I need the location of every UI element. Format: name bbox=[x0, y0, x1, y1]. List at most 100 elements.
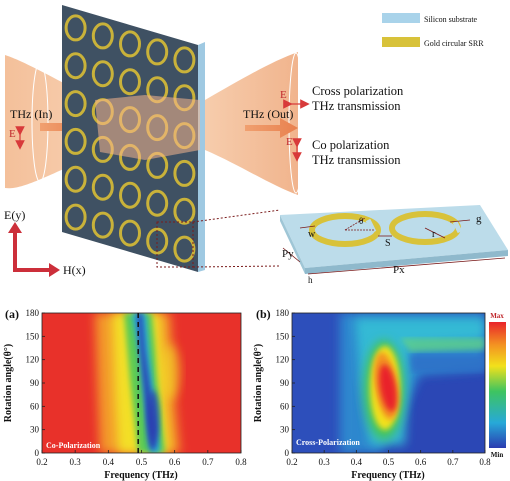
x-tick-label: 0.7 bbox=[447, 457, 459, 467]
x-tick-label: 0.6 bbox=[169, 457, 181, 467]
srr-ring bbox=[64, 52, 87, 80]
x-tick-label: 0.4 bbox=[103, 457, 115, 467]
srr-ring bbox=[119, 68, 141, 96]
label-S: S bbox=[385, 238, 391, 249]
colorbar-min-label: Min bbox=[491, 451, 504, 459]
x-tick-label: 0.3 bbox=[319, 457, 331, 467]
y-tick-label: 120 bbox=[276, 355, 290, 365]
x-tick-label: 0.2 bbox=[286, 457, 297, 467]
chart-b-xlabel: Frequency (THz) bbox=[351, 470, 424, 481]
y-tick-label: 30 bbox=[280, 425, 290, 435]
outgoing-beam bbox=[205, 52, 298, 195]
x-tick-label: 0.8 bbox=[235, 457, 247, 467]
legend-swatch-silicon bbox=[382, 13, 420, 23]
outgoing-arrow bbox=[245, 118, 298, 138]
srr-ring bbox=[64, 165, 87, 193]
srr-ring-left bbox=[309, 213, 381, 247]
chart-b: (b) 0.2 0.3 0.4 0.5 0.6 0.7 0.8 0 30 60 90 120 150 18… bbox=[253, 307, 506, 481]
y-tick-label: 60 bbox=[280, 401, 290, 411]
label-theta: θ bbox=[359, 216, 363, 226]
y-tick-label: 0 bbox=[285, 448, 290, 458]
chart-a-panel-label: (a) bbox=[5, 307, 19, 321]
x-tick-label: 0.8 bbox=[479, 457, 491, 467]
chart-a-annotation: Co-Polarization bbox=[46, 441, 101, 450]
srr-ring bbox=[91, 211, 114, 239]
y-tick-label: 90 bbox=[280, 378, 290, 388]
y-tick-label: 180 bbox=[26, 308, 40, 318]
legend-swatch-gold bbox=[382, 37, 420, 47]
srr-ring bbox=[64, 203, 87, 231]
thz-out-label: THz (Out) bbox=[243, 107, 293, 121]
colorbar bbox=[489, 322, 506, 448]
srr-ring bbox=[173, 235, 196, 263]
chart-a: (a) 0.2 0.3 0.4 0.5 0.6 0.7 0.8 0 30 60 90 120 150 18… bbox=[3, 307, 247, 481]
axis-e-y-label: E(y) bbox=[4, 208, 25, 222]
srr-ring bbox=[146, 189, 169, 217]
srr-ring bbox=[119, 219, 141, 247]
label-g: g bbox=[476, 213, 482, 225]
y-tick-label: 60 bbox=[30, 401, 40, 411]
x-tick-label: 0.5 bbox=[383, 457, 395, 467]
schematic: Silicon substrate Gold circular SRR THz … bbox=[4, 5, 508, 285]
unit-cell-highlight bbox=[156, 221, 194, 268]
srr-ring bbox=[146, 38, 169, 66]
x-tick-label: 0.7 bbox=[202, 457, 214, 467]
incoming-beam-face bbox=[31, 61, 49, 183]
label-Py: Py bbox=[282, 248, 294, 260]
srr-ring bbox=[146, 227, 169, 255]
srr-ring bbox=[64, 127, 87, 155]
srr-ring bbox=[91, 173, 114, 201]
x-tick-label: 0.6 bbox=[415, 457, 427, 467]
srr-ring bbox=[173, 159, 196, 187]
label-h: h bbox=[308, 275, 313, 285]
legend-label-gold: Gold circular SRR bbox=[424, 39, 484, 48]
srr-ring bbox=[119, 181, 141, 209]
srr-ring bbox=[173, 197, 196, 225]
srr-ring bbox=[64, 90, 87, 118]
co-pol-line2: THz transmission bbox=[312, 153, 401, 167]
y-tick-label: 180 bbox=[276, 308, 290, 318]
co-pol-line1: Co polarization bbox=[312, 138, 390, 152]
srr-ring bbox=[91, 22, 114, 50]
e-cross-label: E bbox=[280, 89, 287, 101]
chart-b-panel-label: (b) bbox=[256, 307, 271, 321]
x-tick-label: 0.2 bbox=[36, 457, 47, 467]
label-r: r bbox=[432, 229, 436, 240]
thz-in-label: THz (In) bbox=[10, 107, 52, 121]
colorbar-max-label: Max bbox=[490, 312, 504, 320]
cross-pol-line2: THz transmission bbox=[312, 99, 401, 113]
chart-b-heatmap bbox=[292, 313, 485, 453]
y-tick-label: 90 bbox=[30, 378, 40, 388]
axis-h-x-label: H(x) bbox=[63, 263, 86, 277]
srr-ring bbox=[173, 46, 196, 74]
e-co-label: E bbox=[286, 136, 293, 148]
x-tick-label: 0.5 bbox=[136, 457, 148, 467]
transmitted-beam-core bbox=[95, 95, 200, 160]
srr-ring bbox=[91, 60, 114, 88]
chart-a-ylabel: Rotation angle(θ°) bbox=[3, 344, 14, 422]
chart-b-annotation: Cross-Polarization bbox=[296, 438, 360, 447]
e-in-label: E bbox=[9, 128, 16, 140]
label-w: w bbox=[308, 229, 316, 240]
chart-b-ylabel: Rotation angle(θ°) bbox=[253, 344, 264, 422]
y-tick-label: 150 bbox=[26, 331, 40, 341]
chart-a-xlabel: Frequency (THz) bbox=[104, 470, 177, 481]
chart-a-axis-ticks: 0.2 0.3 0.4 0.5 0.6 0.7 0.8 0 30 60 90 120 150 180 bbox=[26, 308, 248, 467]
srr-ring bbox=[119, 30, 141, 58]
legend-label-silicon: Silicon substrate bbox=[424, 15, 478, 24]
chart-a-heatmap bbox=[42, 313, 241, 453]
x-tick-label: 0.3 bbox=[70, 457, 82, 467]
srr-ring bbox=[64, 14, 87, 42]
coordinate-axes: E(y) H(x) bbox=[4, 208, 86, 277]
chart-b-axis-ticks: 0.2 0.3 0.4 0.5 0.6 0.7 0.8 0 30 60 90 120 150 180 bbox=[276, 308, 492, 467]
cross-pol-line1: Cross polarization bbox=[312, 84, 404, 98]
x-tick-label: 0.4 bbox=[351, 457, 363, 467]
y-tick-label: 30 bbox=[30, 425, 40, 435]
y-tick-label: 150 bbox=[276, 331, 290, 341]
legend: Silicon substrate Gold circular SRR bbox=[382, 13, 484, 48]
y-tick-label: 120 bbox=[26, 355, 40, 365]
label-Px: Px bbox=[393, 264, 405, 276]
y-tick-label: 0 bbox=[35, 448, 40, 458]
unit-cell: w θ S r g Py Px h bbox=[280, 205, 508, 285]
